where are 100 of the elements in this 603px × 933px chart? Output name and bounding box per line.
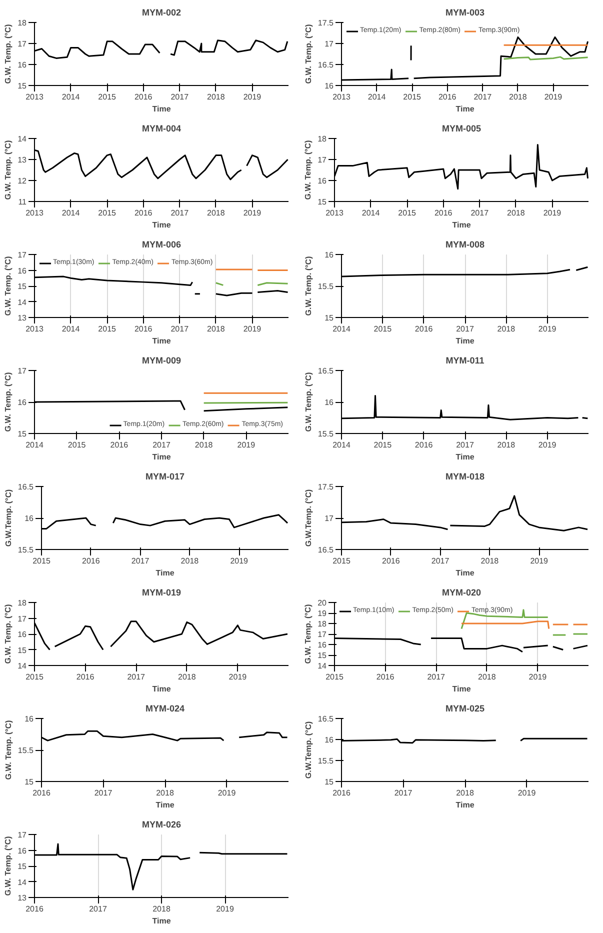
x-axis-title: Time <box>152 104 172 114</box>
chart-title: MYM-020 <box>442 588 482 598</box>
chart-title: MYM-008 <box>445 240 485 250</box>
chart-title: MYM-011 <box>446 356 484 366</box>
x-tick-label: 2015 <box>68 440 86 450</box>
y-tick-label: 16 <box>318 176 328 186</box>
x-tick-label: 2018 <box>497 440 516 450</box>
chart-title: MYM-019 <box>142 588 182 598</box>
y-tick-label: 14 <box>18 134 28 144</box>
y-axis-title: G.W.Temp. (°C) <box>304 489 313 547</box>
y-tick-label: 18 <box>18 18 28 28</box>
y-tick-label: 18 <box>18 598 28 608</box>
x-tick-label: 2017 <box>170 208 190 218</box>
chart-title: MYM-017 <box>145 472 185 482</box>
y-tick-label: 18 <box>318 134 328 144</box>
x-tick-label: 2017 <box>152 440 171 450</box>
x-tick-label: 2019 <box>237 440 256 450</box>
x-axis-title: Time <box>152 684 172 694</box>
y-axis-title: G.W.Temp. (°C) <box>304 721 313 779</box>
chart-title: MYM-018 <box>445 472 485 482</box>
y-tick-label: 16 <box>18 60 28 70</box>
x-tick-label: 2014 <box>62 92 80 102</box>
x-tick-label: 2018 <box>156 788 174 798</box>
x-axis-title: Time <box>456 104 475 114</box>
y-tick-label: 15.5 <box>18 546 34 554</box>
y-axis-title: G.W. Temp. (°C) <box>4 372 13 432</box>
y-tick-label: 16.5 <box>318 366 334 376</box>
x-tick-label: 2016 <box>332 788 351 798</box>
y-axis-title: G.W. Temp. (°C) <box>304 372 313 432</box>
x-axis-title: Time <box>152 916 172 926</box>
x-tick-label: 2014 <box>62 208 80 218</box>
x-axis-title: Time <box>456 800 475 810</box>
x-tick-label: 2018 <box>152 904 171 914</box>
x-axis-title: Time <box>152 452 172 462</box>
x-tick-label: 2014 <box>332 440 351 450</box>
y-axis-title: G.W. Temp. (°C) <box>304 256 313 316</box>
x-tick-label: 2018 <box>497 324 516 334</box>
y-tick-label: 16 <box>324 736 334 744</box>
x-tick-label: 2018 <box>207 92 226 102</box>
y-tick-label: 15 <box>18 430 28 438</box>
x-tick-label: 2016 <box>110 440 129 450</box>
y-tick-label: 11 <box>18 198 28 206</box>
x-tick-label: 2019 <box>230 556 249 566</box>
x-tick-label: 2016 <box>434 208 453 218</box>
y-axis-title: G.W. Temp. (°C) <box>4 24 13 84</box>
x-tick-label: 2014 <box>62 324 80 334</box>
x-tick-label: 2019 <box>530 556 549 566</box>
y-tick-label: 15 <box>18 646 28 655</box>
x-axis-title: Time <box>156 800 175 810</box>
x-tick-label: 2019 <box>243 92 262 102</box>
y-axis-title: G.W. Temp. (°C) <box>4 140 13 200</box>
x-tick-label: 2016 <box>414 324 434 334</box>
y-tick-label: 15 <box>324 314 334 322</box>
y-tick-label: 20 <box>318 598 328 608</box>
y-axis-title: G.W. Temp. (°C) <box>4 604 13 664</box>
y-tick-label: 16 <box>324 250 334 260</box>
y-tick-label: 12 <box>18 176 28 186</box>
x-tick-label: 2018 <box>180 556 200 566</box>
x-tick-label: 2019 <box>544 92 563 102</box>
y-tick-label: 15 <box>18 282 28 291</box>
y-tick-label: 14 <box>18 662 28 670</box>
x-tick-label: 2018 <box>480 556 500 566</box>
y-tick-label: 17 <box>18 40 28 48</box>
x-tick-label: 2017 <box>470 208 490 218</box>
y-tick-label: 15 <box>24 778 34 786</box>
y-tick-label: 17 <box>324 40 334 48</box>
y-tick-label: 16 <box>324 82 334 90</box>
y-tick-label: 17 <box>318 156 328 164</box>
x-tick-label: 2015 <box>332 556 351 566</box>
y-tick-label: 16 <box>18 266 28 276</box>
y-tick-label: 15 <box>318 198 328 206</box>
x-tick-label: 2017 <box>94 788 113 798</box>
x-tick-label: 2019 <box>228 672 248 682</box>
x-tick-label: 2013 <box>326 208 344 218</box>
y-tick-label: 15 <box>18 82 28 90</box>
y-tick-label: 15.5 <box>318 756 334 766</box>
x-tick-label: 2016 <box>414 440 434 450</box>
x-tick-label: 2015 <box>403 92 422 102</box>
y-tick-label: 17.5 <box>318 482 334 492</box>
y-axis-title: G.W.Temp. (°C) <box>4 489 13 547</box>
x-tick-label: 2018 <box>207 324 226 334</box>
chart-title: MYM-003 <box>445 8 485 18</box>
x-tick-label: 2014 <box>368 92 386 102</box>
x-tick-label: 2015 <box>326 672 344 682</box>
x-tick-label: 2019 <box>218 788 236 798</box>
x-tick-label: 2014 <box>26 440 44 450</box>
x-tick-label: 2016 <box>26 904 44 914</box>
x-tick-label: 2018 <box>456 788 474 798</box>
x-tick-label: 2014 <box>362 208 380 218</box>
y-tick-label: 18 <box>318 620 328 628</box>
x-tick-label: 2017 <box>456 324 474 334</box>
x-tick-label: 2016 <box>134 92 153 102</box>
chart-title: MYM-024 <box>145 704 185 714</box>
y-tick-label: 15.5 <box>18 746 34 755</box>
chart-title: MYM-006 <box>142 240 182 250</box>
x-tick-label: 2019 <box>243 208 262 218</box>
y-tick-label: 16 <box>18 398 28 407</box>
x-tick-label: 2017 <box>89 904 108 914</box>
chart-title: MYM-009 <box>142 356 182 366</box>
y-tick-label: 16 <box>18 630 28 639</box>
